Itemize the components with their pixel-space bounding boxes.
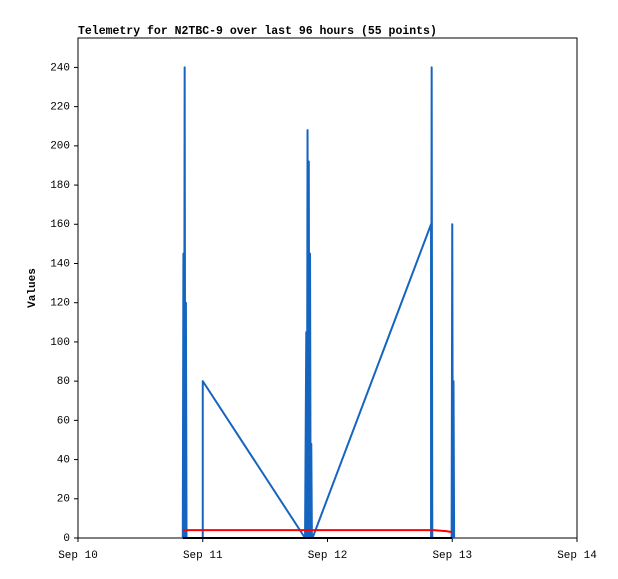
x-tick-label: Sep 14 bbox=[557, 550, 597, 562]
x-tick-label: Sep 12 bbox=[308, 550, 348, 562]
y-tick-label: 20 bbox=[57, 494, 70, 506]
y-tick-label: 80 bbox=[57, 376, 70, 388]
y-tick-label: 60 bbox=[57, 415, 70, 427]
x-tick-label: Sep 13 bbox=[432, 550, 472, 562]
y-tick-label: 100 bbox=[50, 337, 70, 349]
series-line bbox=[182, 529, 453, 534]
y-tick-label: 160 bbox=[50, 219, 70, 231]
y-axis-label: Values bbox=[27, 268, 39, 308]
x-tick-label: Sep 10 bbox=[58, 550, 98, 562]
y-tick-label: 180 bbox=[50, 180, 70, 192]
y-tick-label: 240 bbox=[50, 62, 70, 74]
y-tick-label: 0 bbox=[63, 533, 70, 545]
x-tick-label: Sep 11 bbox=[183, 550, 223, 562]
y-tick-label: 40 bbox=[57, 454, 70, 466]
chart-title: Telemetry for N2TBC-9 over last 96 hours… bbox=[78, 25, 437, 38]
y-tick-label: 140 bbox=[50, 258, 70, 270]
y-tick-label: 220 bbox=[50, 102, 70, 114]
y-tick-label: 120 bbox=[50, 298, 70, 310]
y-tick-label: 200 bbox=[50, 141, 70, 153]
